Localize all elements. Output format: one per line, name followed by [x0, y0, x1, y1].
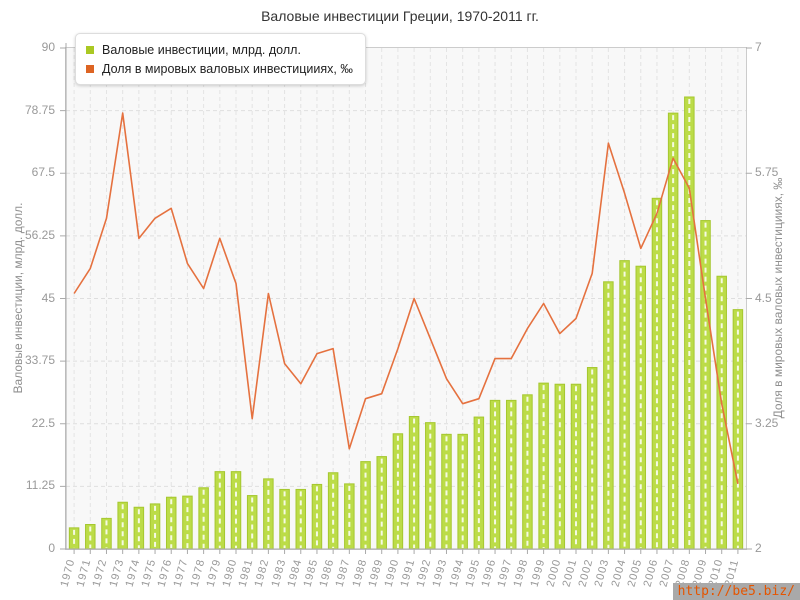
- legend: Валовые инвестиции, млрд. долл. Доля в ми…: [75, 33, 366, 85]
- legend-item-label: Валовые инвестиции, млрд. долл.: [102, 42, 301, 57]
- y-left-tick-label: 33.75: [24, 353, 55, 368]
- legend-swatch-icon: [86, 45, 94, 54]
- y-right-tick-label: 4.5: [755, 290, 772, 305]
- right-axis-title: Доля в мировых валовых инвестицииях, ‰: [771, 177, 785, 419]
- y-right-tick-label: 7: [755, 40, 762, 54]
- bar-1977: [182, 495, 193, 550]
- chart-title: Валовые инвестиции Греции, 1970-2011 гг.: [261, 8, 539, 24]
- y-left-tick-label: 67.5: [31, 165, 55, 180]
- y-left-tick-label: 90: [41, 40, 55, 54]
- y-left-tick-label: 11.25: [25, 478, 55, 493]
- bar-2002: [586, 367, 598, 550]
- plot-area: [60, 43, 752, 554]
- y-left-tick-label: 56.25: [24, 227, 55, 242]
- y-left-tick-label: 45: [41, 290, 55, 305]
- watermark: http://be5.biz/: [672, 583, 800, 600]
- bar-1992: [425, 422, 436, 550]
- y-left-tick-label: 0: [48, 541, 55, 555]
- legend-item-investments: Валовые инвестиции, млрд. долл.: [86, 40, 353, 59]
- y-left-tick-label: 22.5: [31, 415, 55, 430]
- plot-canvas: [60, 43, 752, 554]
- bar-1976: [165, 496, 177, 550]
- legend-swatch-icon: [86, 64, 94, 73]
- y-right-tick-label: 5.75: [755, 165, 779, 180]
- bar-1981: [246, 495, 258, 550]
- y-right-tick-label: 3.25: [755, 415, 779, 430]
- y-left-tick-label: 78.75: [24, 102, 55, 117]
- y-right-tick-label: 2: [755, 541, 762, 555]
- legend-item-world-share: Доля в мировых валовых инвестицииях, ‰: [86, 59, 353, 78]
- share-line: [73, 112, 739, 485]
- legend-item-label: Доля в мировых валовых инвестицииях, ‰: [102, 61, 353, 76]
- left-axis-title: Валовые инвестиции, млрд. долл.: [11, 202, 25, 394]
